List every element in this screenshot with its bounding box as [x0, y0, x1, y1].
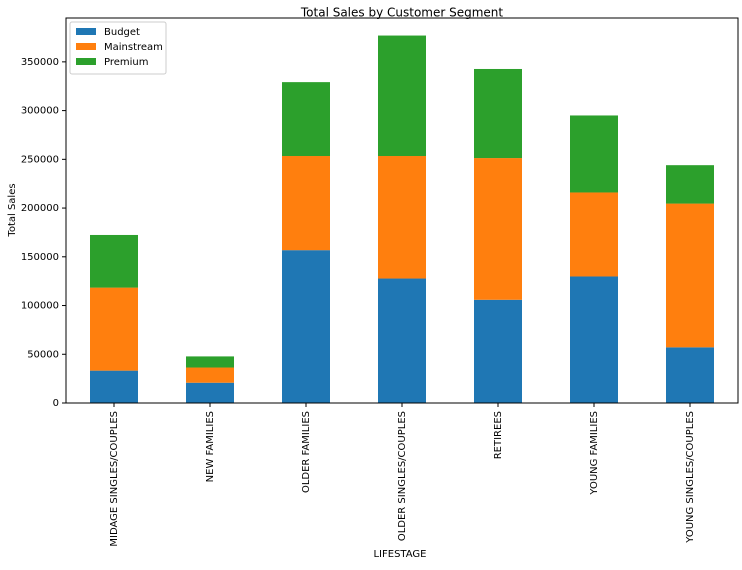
bar-segment: [474, 158, 522, 300]
bar-segment: [474, 299, 522, 403]
y-tick-label: 100000: [21, 301, 59, 312]
bar-segment: [474, 68, 522, 159]
y-axis-label: Total Sales: [7, 183, 18, 237]
bar-segment: [90, 370, 138, 403]
legend-swatch: [76, 58, 96, 65]
bar-segment: [666, 347, 714, 403]
legend-label: Budget: [104, 27, 140, 38]
x-tick-label: RETIREES: [493, 411, 504, 459]
bar-segment: [186, 367, 234, 383]
y-tick-label: 300000: [21, 106, 59, 117]
x-tick-label: OLDER FAMILIES: [301, 411, 312, 493]
x-axis-label: LIFESTAGE: [373, 549, 426, 560]
plot-frame: [65, 17, 739, 404]
legend-label: Mainstream: [104, 42, 163, 53]
bar-segment: [90, 234, 138, 288]
chart-title: Total Sales by Customer Segment: [300, 6, 504, 20]
bar-segment: [282, 156, 330, 251]
y-tick-label: 250000: [21, 154, 59, 165]
x-tick-label: MIDAGE SINGLES/COUPLES: [109, 411, 120, 547]
bar-segment: [666, 165, 714, 204]
x-tick-label: NEW FAMILIES: [205, 411, 216, 482]
x-tick-label: OLDER SINGLES/COUPLES: [397, 411, 408, 541]
bar-segment: [570, 192, 618, 277]
bar-segment: [570, 276, 618, 403]
bar-segment: [282, 250, 330, 403]
legend-swatch: [76, 28, 96, 35]
bar-segment: [282, 82, 330, 157]
y-tick-label: 50000: [27, 349, 59, 360]
y-tick-label: 350000: [21, 57, 59, 68]
bar-segment: [378, 35, 426, 157]
y-tick-label: 200000: [21, 203, 59, 214]
bar-segment: [378, 278, 426, 403]
bar-segment: [666, 203, 714, 348]
legend-swatch: [76, 43, 96, 50]
legend-label: Premium: [104, 57, 149, 68]
bar-segment: [90, 287, 138, 371]
bar-segment: [570, 115, 618, 193]
x-tick-label: YOUNG SINGLES/COUPLES: [685, 411, 696, 544]
bar-segment: [186, 356, 234, 368]
y-tick-label: 0: [53, 398, 59, 409]
x-tick-label: YOUNG FAMILIES: [589, 411, 600, 496]
bar-segment: [186, 382, 234, 403]
bar-segment: [378, 156, 426, 279]
y-tick-label: 150000: [21, 252, 59, 263]
